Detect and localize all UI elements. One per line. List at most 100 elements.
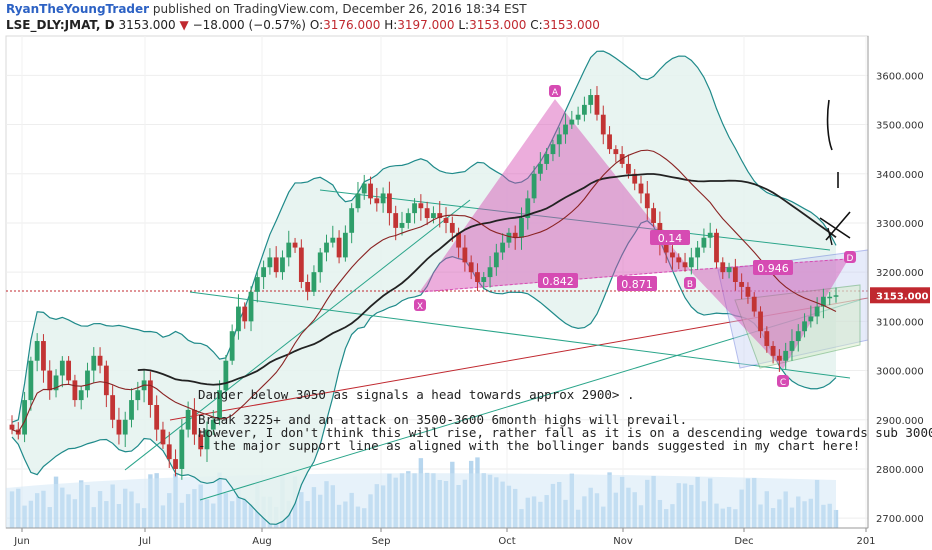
candle-body (732, 267, 738, 282)
candle-body (726, 267, 732, 273)
trend-line (189, 291, 851, 379)
candle-body (280, 257, 285, 273)
annotation-line-3: However, I don't think this will rise, r… (198, 425, 932, 440)
published-text: published on TradingView.com, December 2… (152, 2, 527, 16)
candle-body (66, 360, 72, 381)
candle-body (223, 360, 229, 391)
candle-body (355, 193, 361, 209)
ratio-label: 0.14 (658, 232, 683, 245)
current-price-label: 3153.000 (876, 291, 929, 302)
price-tick-label: 3400.000 (876, 170, 924, 181)
candle-body (292, 242, 298, 248)
candle-body (173, 459, 178, 469)
candle-body (537, 163, 543, 174)
symbol-label[interactable]: LSE_DLY:JMAT, D (6, 18, 115, 32)
candle-body (456, 232, 461, 248)
candle-body (802, 321, 807, 332)
candle-body (41, 341, 46, 371)
author-link[interactable]: RyanTheYoungTrader (6, 2, 150, 16)
candle-body (380, 193, 386, 204)
candle-body (594, 95, 600, 115)
candle-body (506, 232, 512, 243)
pattern-labels: X A B C D 0.842 0.871 0.946 0.14 (414, 85, 856, 388)
candle-body (626, 163, 631, 174)
candle-body (59, 360, 65, 376)
candle-body (330, 237, 336, 243)
candle-body (254, 277, 260, 292)
candle-body (147, 380, 153, 405)
price-tick-label: 3500.000 (876, 121, 924, 132)
price-tick-label: 2700.000 (876, 514, 924, 525)
candle-body (758, 311, 763, 332)
price-axis: 3600.000 3500.000 3400.000 3300.000 3200.000… (867, 36, 930, 528)
candle-body (349, 208, 355, 233)
annotation-line-4: - the major support line as aligned with… (198, 438, 861, 453)
candle-body (28, 360, 34, 401)
price-tick-label: 2800.000 (876, 465, 924, 476)
candle-body (644, 193, 650, 209)
candle-body (135, 390, 141, 401)
trend-lines (6, 189, 930, 501)
candle-body (393, 213, 399, 228)
candle-body (581, 104, 587, 115)
candle-body (317, 252, 323, 273)
candle-body (399, 222, 405, 228)
price-tick-label: 3000.000 (876, 367, 924, 378)
time-tick-label: 201 (856, 536, 875, 547)
candle-body (97, 355, 103, 366)
volume-bars (6, 457, 839, 528)
close-value: 3153.000 (542, 18, 600, 32)
time-tick-label: Dec (734, 536, 753, 547)
pattern-point-label: C (780, 378, 786, 388)
ratio-label: 0.946 (757, 262, 789, 275)
candle-body (305, 282, 311, 292)
hand-stroke-1 (826, 99, 833, 151)
pattern-point-label: X (417, 302, 423, 312)
candle-body (324, 242, 329, 253)
candle-body (833, 295, 839, 297)
candle-body (342, 232, 348, 258)
candle-body (217, 390, 222, 420)
candle-body (783, 350, 789, 361)
candle-body (789, 341, 795, 351)
price-tick-label: 2900.000 (876, 416, 924, 427)
candle-body (103, 365, 109, 396)
candle-body (198, 434, 204, 450)
candle-body (298, 247, 304, 282)
candle-body (613, 149, 619, 155)
high-label: H: (384, 18, 398, 32)
candle-body (160, 429, 166, 445)
time-axis: Jun Jul Aug Sep Oct Nov Dec 201 (6, 527, 876, 547)
candle-body (745, 286, 751, 297)
change-value: −18.000 (−0.57%) (192, 18, 306, 32)
candle-body (682, 262, 688, 268)
candle-body (116, 419, 122, 435)
candle-body (588, 95, 594, 105)
candle-body (544, 154, 550, 164)
pattern-point-label: D (847, 254, 854, 264)
ohlc-legend: LSE_DLY:JMAT, D 3153.000 ▼ −18.000 (−0.5… (6, 18, 600, 32)
candle-body (449, 222, 455, 233)
candle-body (632, 173, 638, 184)
candle-body (122, 419, 128, 435)
time-tick-label: Aug (252, 536, 272, 547)
candle-body (531, 173, 537, 199)
candle-body (707, 232, 713, 238)
current-price-badge (870, 287, 930, 304)
ratio-badge (617, 276, 657, 291)
open-value: 3176.000 (323, 18, 381, 32)
candle-body (776, 355, 782, 361)
candle-body (808, 316, 814, 322)
down-triangle-icon: ▼ (179, 18, 189, 32)
close-label: C: (530, 18, 543, 32)
trend-line (124, 199, 471, 471)
candle-body (651, 208, 656, 223)
candle-body (286, 242, 292, 258)
ratio-label: 0.842 (542, 275, 574, 288)
candle-body (34, 341, 40, 361)
candle-body (795, 331, 801, 342)
candle-body (368, 183, 373, 199)
candle-body (424, 208, 430, 219)
harmonic-pattern (418, 99, 849, 369)
